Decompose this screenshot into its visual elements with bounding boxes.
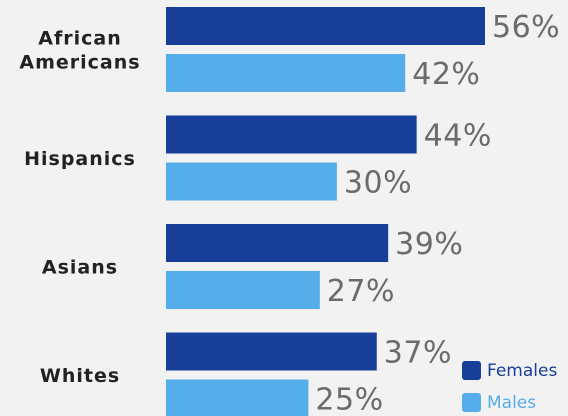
value-label-females-african-americans: 56% [492, 10, 560, 45]
value-label-females-hispanics: 44% [424, 119, 492, 154]
bar-females-african-americans [166, 7, 485, 45]
bar-males-hispanics [166, 162, 337, 201]
value-label-males-asians: 27% [327, 274, 395, 309]
bar-males-african-americans [166, 54, 406, 92]
value-label-females-asians: 39% [395, 227, 463, 262]
category-label-whites: Whites [40, 365, 120, 387]
bar-males-whites [166, 379, 309, 416]
bar-males-asians [166, 271, 320, 309]
bar-females-hispanics [166, 115, 417, 154]
category-label-asians: Asians [42, 257, 118, 279]
legend-label-males: Males [487, 393, 536, 413]
legend-label-females: Females [487, 361, 557, 381]
legend-swatch-females [462, 361, 481, 380]
category-label-african-americans-line-1: African [38, 28, 121, 50]
value-label-males-whites: 25% [315, 383, 383, 416]
category-label-hispanics: Hispanics [24, 148, 136, 170]
bar-females-whites [166, 332, 377, 371]
bar-females-asians [166, 224, 389, 262]
legend-swatch-males [462, 393, 481, 412]
value-label-males-african-americans: 42% [412, 57, 480, 92]
value-label-females-whites: 37% [384, 336, 452, 371]
category-label-african-americans-line-2: Americans [19, 52, 140, 74]
value-label-males-hispanics: 30% [344, 166, 412, 201]
